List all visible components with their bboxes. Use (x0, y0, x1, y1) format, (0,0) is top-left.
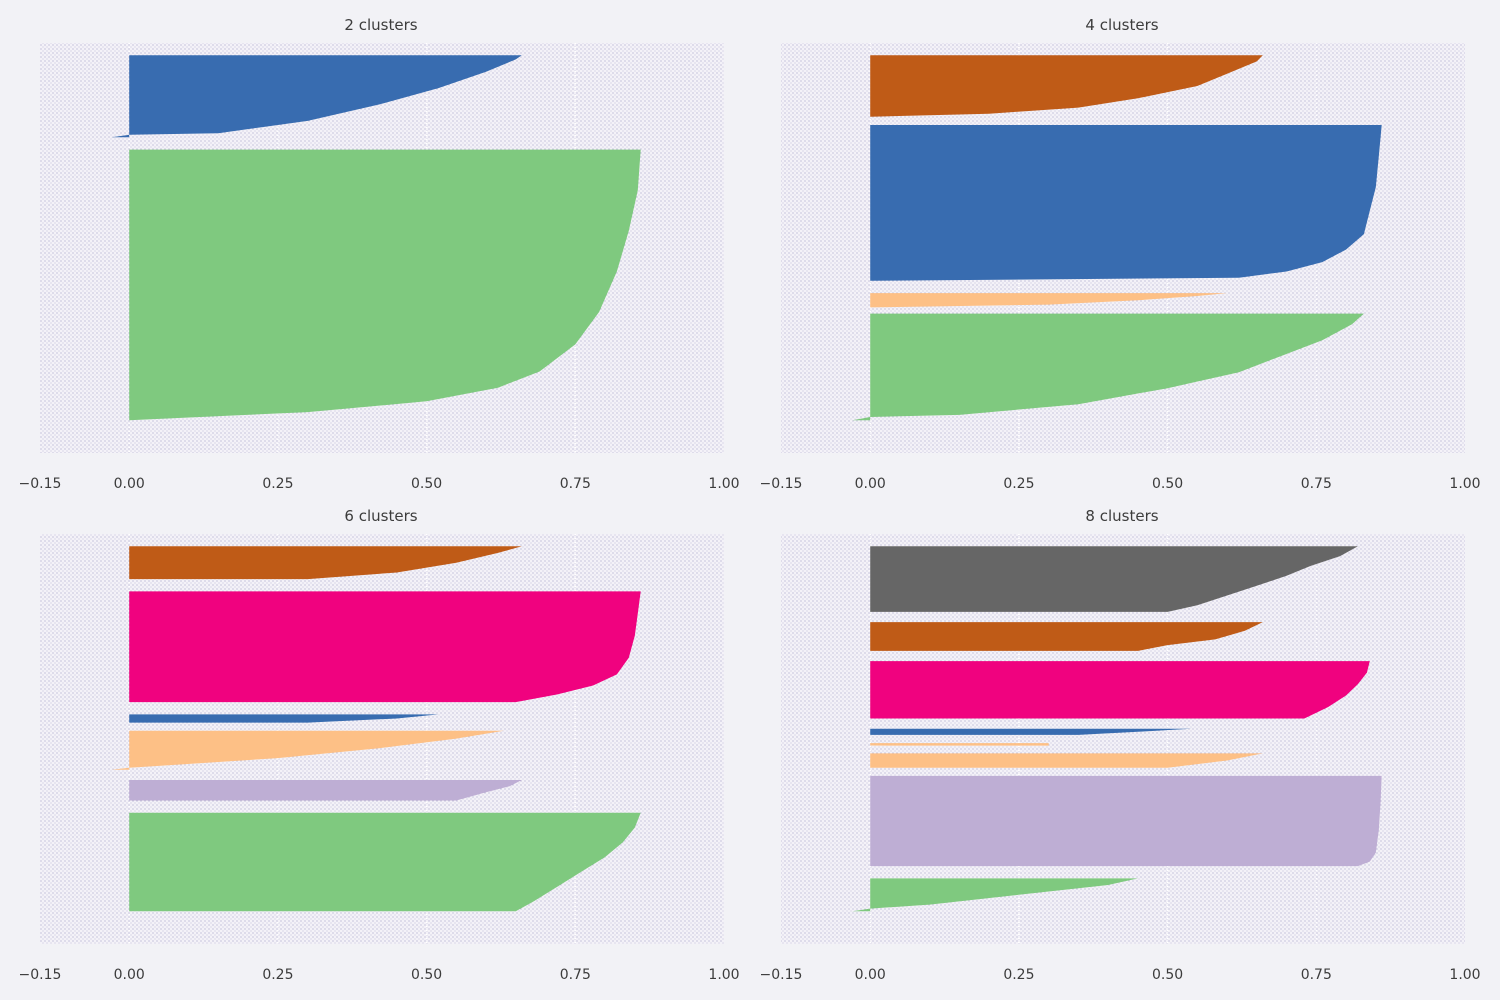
x-tick-label: 1.00 (1449, 967, 1480, 983)
silhouette-areas (111, 55, 641, 421)
panel-title: 6 clusters (344, 507, 417, 525)
cluster-silhouette (870, 622, 1263, 651)
panel-title: 2 clusters (344, 16, 417, 34)
x-axis-ticks: −0.15 0.00 0.25 0.50 0.75 1.00 (19, 476, 740, 492)
x-tick-label: 0.25 (1003, 967, 1034, 983)
x-axis-ticks: −0.15 0.00 0.25 0.50 0.75 1.00 (19, 967, 740, 983)
x-axis-ticks: −0.15 0.00 0.25 0.50 0.75 1.00 (760, 476, 1481, 492)
x-tick-label: 0.50 (411, 476, 442, 492)
x-axis-ticks: −0.15 0.00 0.25 0.50 0.75 1.00 (760, 967, 1481, 983)
x-tick-label: −0.15 (760, 476, 803, 492)
cluster-silhouette (111, 730, 504, 770)
x-tick-label: −0.15 (19, 967, 62, 983)
cluster-silhouette (870, 775, 1382, 867)
x-tick-label: 0.75 (1301, 476, 1332, 492)
cluster-silhouette (129, 591, 641, 703)
cluster-silhouette (870, 661, 1370, 719)
panel-8-clusters: 8 clusters −0.15 0.00 0.25 0.50 0.75 1.0… (760, 507, 1481, 983)
cluster-silhouette (870, 728, 1192, 735)
x-tick-label: 0.00 (114, 967, 145, 983)
x-tick-label: 0.00 (855, 476, 886, 492)
cluster-silhouette (129, 714, 439, 723)
x-tick-label: 0.50 (1152, 967, 1183, 983)
x-tick-label: −0.15 (19, 476, 62, 492)
x-tick-label: −0.15 (760, 967, 803, 983)
panel-title: 4 clusters (1085, 16, 1158, 34)
x-tick-label: 0.75 (1301, 967, 1332, 983)
cluster-silhouette (111, 55, 522, 138)
cluster-silhouette (129, 812, 641, 912)
x-tick-label: 0.50 (411, 967, 442, 983)
cluster-silhouette (852, 878, 1138, 912)
x-tick-label: 1.00 (708, 476, 739, 492)
x-tick-label: 0.50 (1152, 476, 1183, 492)
cluster-silhouette (129, 149, 641, 421)
x-tick-label: 0.00 (855, 967, 886, 983)
x-tick-label: 0.25 (1003, 476, 1034, 492)
x-tick-label: 0.75 (560, 967, 591, 983)
cluster-silhouette (870, 125, 1382, 281)
cluster-silhouette (129, 546, 522, 580)
cluster-silhouette (870, 743, 1049, 746)
panel-4-clusters: 4 clusters −0.15 0.00 0.25 0.50 0.75 1.0… (760, 16, 1481, 492)
cluster-silhouette (870, 753, 1263, 768)
panel-title: 8 clusters (1085, 507, 1158, 525)
cluster-silhouette (852, 313, 1364, 421)
cluster-silhouette (870, 55, 1263, 117)
x-tick-label: 1.00 (1449, 476, 1480, 492)
panel-6-clusters: 6 clusters −0.15 0.00 0.25 0.50 0.75 1.0… (19, 507, 740, 983)
cluster-silhouette (870, 546, 1358, 612)
x-tick-label: 0.75 (560, 476, 591, 492)
silhouette-areas (852, 546, 1382, 912)
x-tick-label: 0.25 (262, 476, 293, 492)
cluster-silhouette (870, 293, 1228, 308)
cluster-silhouette (129, 780, 522, 801)
silhouette-areas (852, 55, 1382, 421)
x-tick-label: 0.25 (262, 967, 293, 983)
x-tick-label: 1.00 (708, 967, 739, 983)
x-tick-label: 0.00 (114, 476, 145, 492)
panel-2-clusters: 2 clusters −0.15 0.00 0.25 0.50 0.75 1.0… (19, 16, 740, 492)
silhouette-areas (111, 546, 641, 912)
